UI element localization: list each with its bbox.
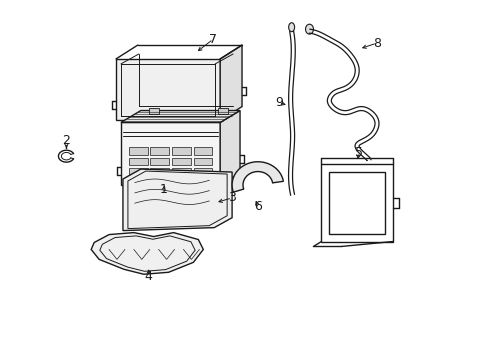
Polygon shape (220, 45, 242, 121)
Bar (193, 168, 212, 175)
Bar (150, 158, 169, 165)
Polygon shape (116, 59, 220, 121)
Bar (218, 108, 228, 113)
Bar (172, 158, 190, 165)
Polygon shape (122, 169, 232, 231)
Polygon shape (121, 111, 240, 122)
Bar (150, 147, 169, 154)
Bar (172, 147, 190, 154)
Polygon shape (232, 162, 283, 192)
Text: 4: 4 (144, 270, 152, 283)
Bar (193, 147, 212, 154)
Text: 8: 8 (372, 37, 380, 50)
Text: 1: 1 (160, 184, 167, 197)
Ellipse shape (305, 24, 313, 34)
Text: 5: 5 (354, 146, 363, 159)
Bar (129, 168, 147, 175)
Text: 2: 2 (62, 134, 70, 147)
Bar (129, 158, 147, 165)
Bar (193, 158, 212, 165)
Polygon shape (220, 111, 240, 185)
Text: 3: 3 (228, 192, 236, 204)
Bar (172, 168, 190, 175)
Bar (148, 108, 158, 113)
Bar (150, 168, 169, 175)
Text: 7: 7 (209, 33, 217, 46)
Bar (129, 147, 147, 154)
Ellipse shape (288, 23, 294, 32)
Polygon shape (91, 233, 203, 274)
Polygon shape (121, 122, 220, 185)
Text: 6: 6 (253, 200, 261, 213)
Text: 9: 9 (274, 96, 282, 109)
